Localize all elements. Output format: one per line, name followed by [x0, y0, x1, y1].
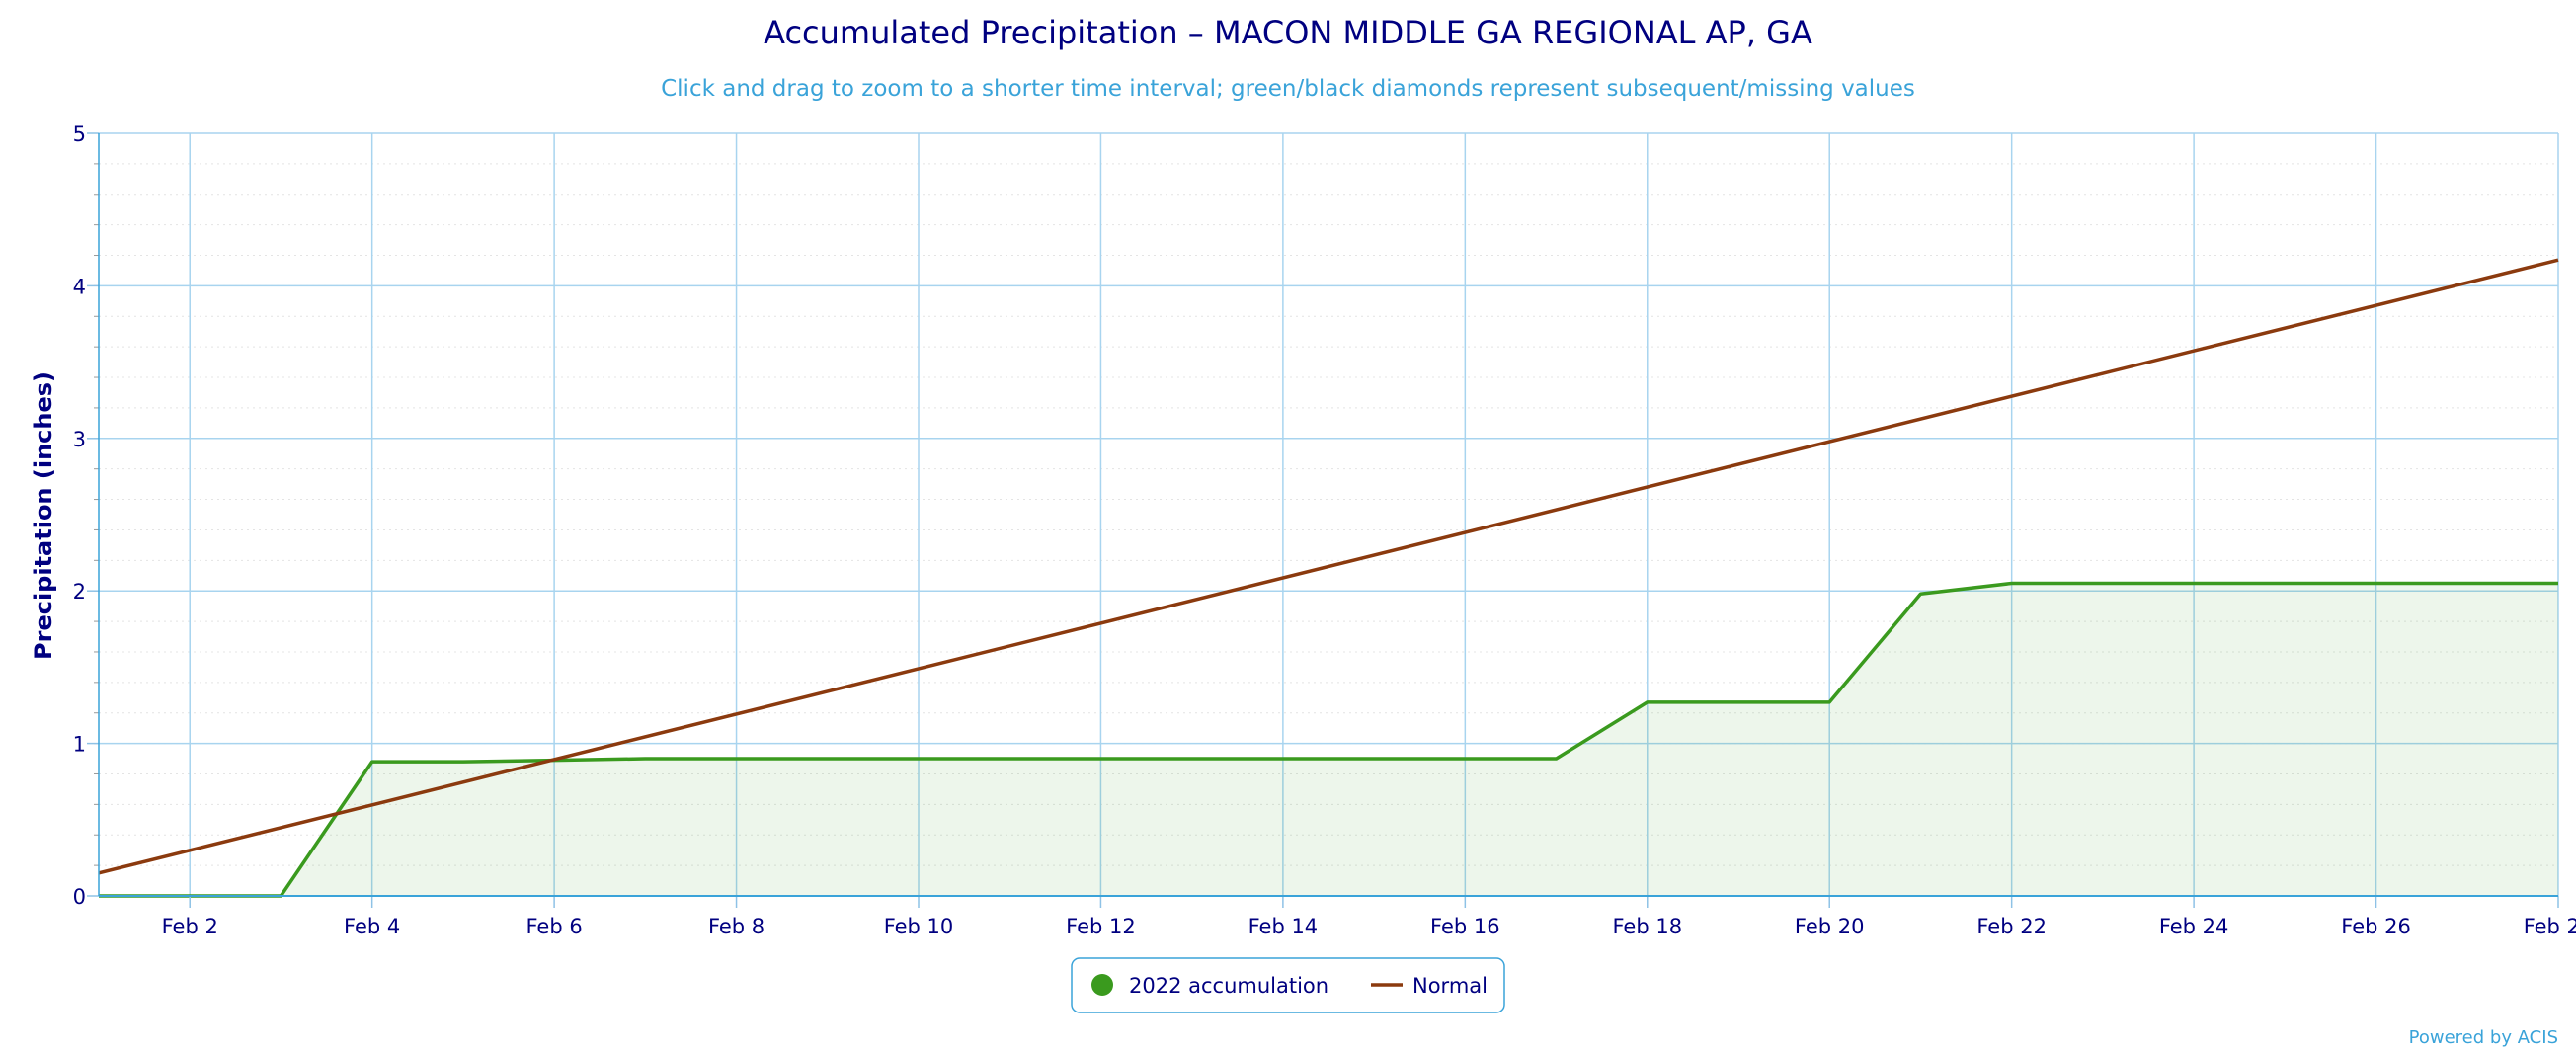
- data-point: [1825, 698, 1833, 706]
- data-point: [1461, 755, 1469, 763]
- series-line-0: [99, 581, 2558, 898]
- y-tick-label: 3: [73, 428, 86, 451]
- data-point: [2190, 579, 2198, 587]
- series-area-0: [99, 583, 2558, 896]
- legend-item-label: Normal: [1412, 974, 1488, 998]
- plot-area[interactable]: [95, 256, 2562, 900]
- data-point: [824, 755, 832, 763]
- data-point: [1188, 755, 1196, 763]
- y-tick-label: 2: [73, 580, 86, 604]
- chart-subtitle: Click and drag to zoom to a shorter time…: [661, 76, 1915, 102]
- data-point: [1916, 590, 1924, 598]
- data-point: [1370, 755, 1378, 763]
- x-tick-label: Feb 20: [1795, 915, 1865, 938]
- data-point: [1734, 698, 1742, 706]
- data-point: [1006, 755, 1013, 763]
- data-point: [2099, 579, 2107, 587]
- series-line-1: [98, 258, 2559, 875]
- y-tick-label: 5: [73, 122, 86, 146]
- data-point: [2554, 579, 2562, 587]
- x-tick-label: Feb 26: [2341, 915, 2411, 938]
- y-tick-label: 4: [73, 275, 86, 298]
- x-tick-label: Feb 6: [526, 915, 583, 938]
- y-tick-label: 1: [73, 733, 86, 757]
- data-point: [2281, 579, 2289, 587]
- data-point: [1279, 755, 1287, 763]
- x-tick-label: Feb 22: [1976, 915, 2047, 938]
- y-tick-label: 0: [73, 885, 86, 909]
- credit-link[interactable]: Powered by ACIS: [2409, 1027, 2558, 1048]
- chart-grid: [99, 132, 2559, 897]
- legend-item-label: 2022 accumulation: [1129, 974, 1328, 998]
- legend[interactable]: 2022 accumulation Normal: [1071, 957, 1505, 1013]
- data-point: [2373, 579, 2380, 587]
- data-point: [2463, 579, 2471, 587]
- x-tick-label: Feb 2: [162, 915, 218, 938]
- x-tick-label: Feb 4: [344, 915, 400, 938]
- data-point: [1096, 755, 1104, 763]
- x-tick-label: Feb 14: [1248, 915, 1319, 938]
- x-tick-label: Feb 24: [2159, 915, 2229, 938]
- x-tick-label: Feb 10: [884, 915, 954, 938]
- x-tick-label: Feb 28: [2524, 915, 2576, 938]
- data-point: [2554, 256, 2562, 264]
- chart-axes: 0 1 2 3 4 5 Feb 2 Feb 4 Feb 6 Feb 8 Feb 10 Feb 12 Fe…: [73, 122, 2576, 938]
- data-point: [2008, 579, 2016, 587]
- legend-marker-circle: [1091, 974, 1113, 996]
- data-point: [733, 755, 741, 763]
- data-point: [1644, 698, 1651, 706]
- x-tick-label: Feb 8: [708, 915, 765, 938]
- x-tick-label: Feb 16: [1430, 915, 1500, 938]
- y-axis-label: Precipitation (inches): [30, 371, 57, 660]
- data-point: [641, 755, 649, 763]
- x-tick-label: Feb 18: [1612, 915, 1682, 938]
- data-point: [915, 755, 923, 763]
- x-tick-label: Feb 12: [1066, 915, 1136, 938]
- chart-title: Accumulated Precipitation – MACON MIDDLE…: [764, 14, 1812, 51]
- data-point: [1553, 755, 1561, 763]
- data-point: [459, 758, 467, 766]
- legend-box: [1071, 957, 1505, 1013]
- data-point: [368, 758, 376, 766]
